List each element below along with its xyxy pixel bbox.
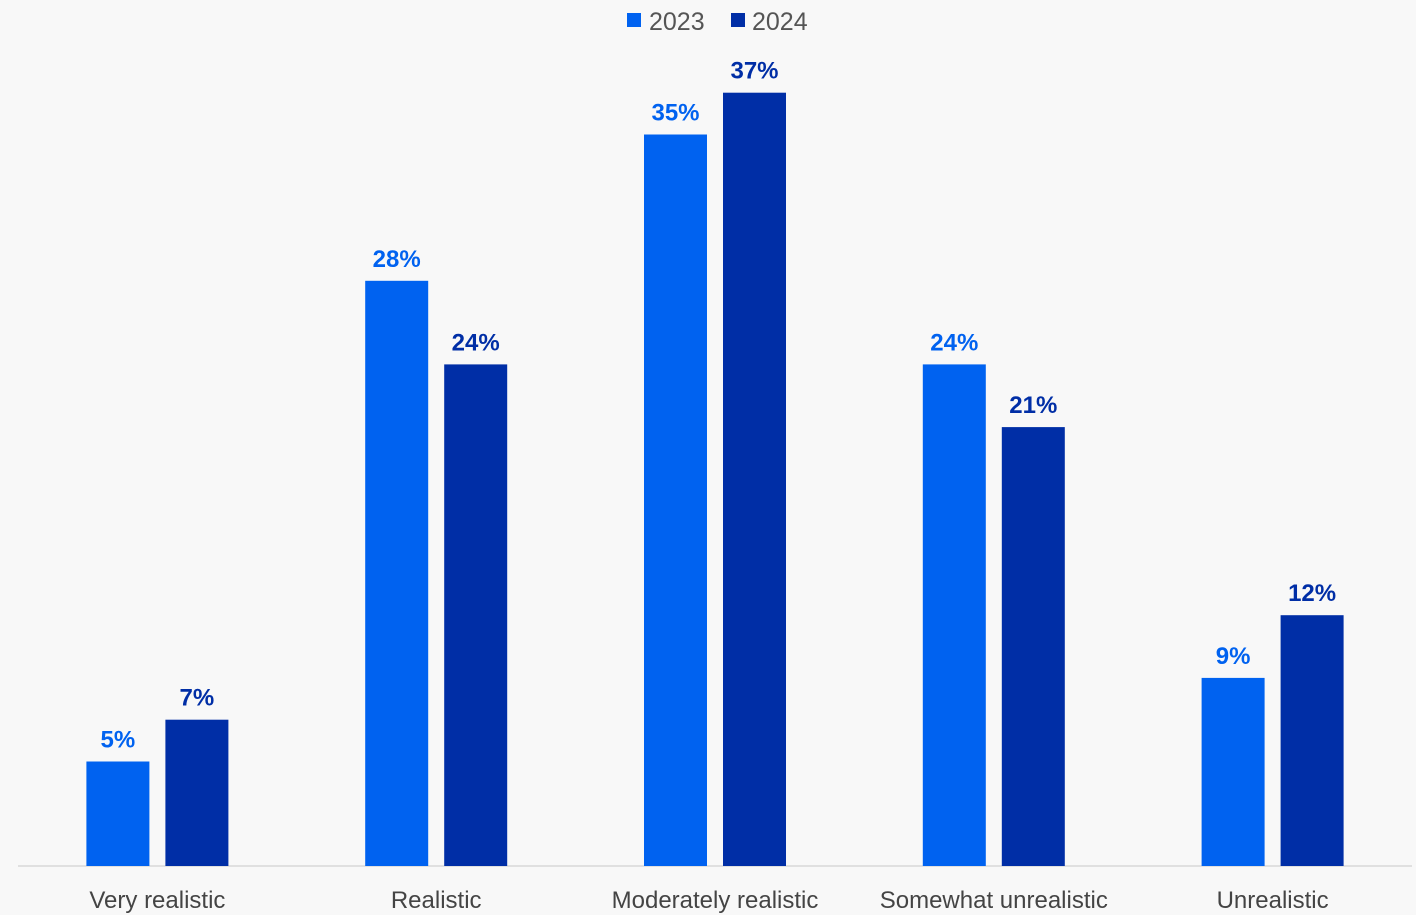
bar-2023-1 <box>365 280 429 866</box>
legend-swatch-2023 <box>627 13 641 27</box>
bar-2024-0 <box>165 719 229 866</box>
data-label-2024-4: 12% <box>1288 580 1336 607</box>
bar-2023-2 <box>644 134 707 866</box>
legend: 2023 2024 <box>627 8 808 36</box>
bar-2023-0 <box>86 761 150 866</box>
data-label-2023-4: 9% <box>1216 643 1251 670</box>
bar-2024-3 <box>1001 427 1065 866</box>
data-label-2024-3: 21% <box>1009 392 1057 419</box>
data-label-2023-0: 5% <box>101 727 136 754</box>
category-label-0: Very realistic <box>89 887 225 914</box>
data-label-2024-2: 37% <box>730 58 778 85</box>
category-labels: Very realistic Realistic Moderately realis… <box>89 887 1328 914</box>
bar-2024-1 <box>444 364 508 866</box>
category-label-3: Somewhat unrealistic <box>880 887 1108 914</box>
legend-label-2024: 2024 <box>752 8 808 36</box>
data-label-2024-0: 7% <box>180 685 215 712</box>
legend-label-2023: 2023 <box>649 8 705 36</box>
bar-2024-2 <box>723 92 786 866</box>
category-label-4: Unrealistic <box>1217 887 1329 914</box>
bar-2023-4 <box>1201 677 1265 866</box>
bars-layer: 5% 7% 28% 24% 35% 37% 24% 21% 9% 12% <box>86 58 1344 866</box>
legend-swatch-2024 <box>731 13 745 27</box>
bar-2023-3 <box>922 364 986 866</box>
data-label-2023-3: 24% <box>930 329 978 356</box>
data-label-2024-1: 24% <box>452 329 500 356</box>
category-label-1: Realistic <box>391 887 482 914</box>
category-label-2: Moderately realistic <box>612 887 819 914</box>
bar-2024-4 <box>1280 615 1344 866</box>
data-label-2023-1: 28% <box>373 246 421 273</box>
data-label-2023-2: 35% <box>651 100 699 127</box>
